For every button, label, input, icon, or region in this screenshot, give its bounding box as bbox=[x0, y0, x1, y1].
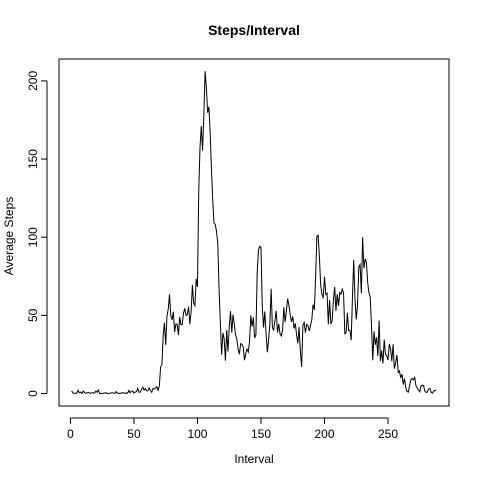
plot-area bbox=[71, 71, 437, 395]
x-tick-label: 50 bbox=[127, 427, 141, 441]
y-tick-label: 100 bbox=[26, 227, 40, 247]
x-tick-label: 0 bbox=[67, 427, 74, 441]
y-axis-label: Average Steps bbox=[2, 197, 16, 276]
x-tick-label: 150 bbox=[251, 427, 271, 441]
series-line bbox=[71, 71, 437, 395]
x-axis: 0 50 100 150 200 250 bbox=[67, 417, 398, 441]
x-tick-label: 100 bbox=[187, 427, 207, 441]
x-axis-label: Interval bbox=[234, 452, 273, 466]
chart-title: Steps/Interval bbox=[208, 22, 300, 38]
y-tick-label: 200 bbox=[26, 71, 40, 91]
y-tick-label: 150 bbox=[26, 149, 40, 169]
x-tick-label: 250 bbox=[378, 427, 398, 441]
y-tick-label: 50 bbox=[26, 308, 40, 322]
y-axis: 0 50 100 150 200 bbox=[26, 71, 48, 397]
plot-frame bbox=[58, 58, 450, 407]
x-tick-label: 200 bbox=[314, 427, 334, 441]
y-tick-label: 0 bbox=[26, 390, 40, 397]
